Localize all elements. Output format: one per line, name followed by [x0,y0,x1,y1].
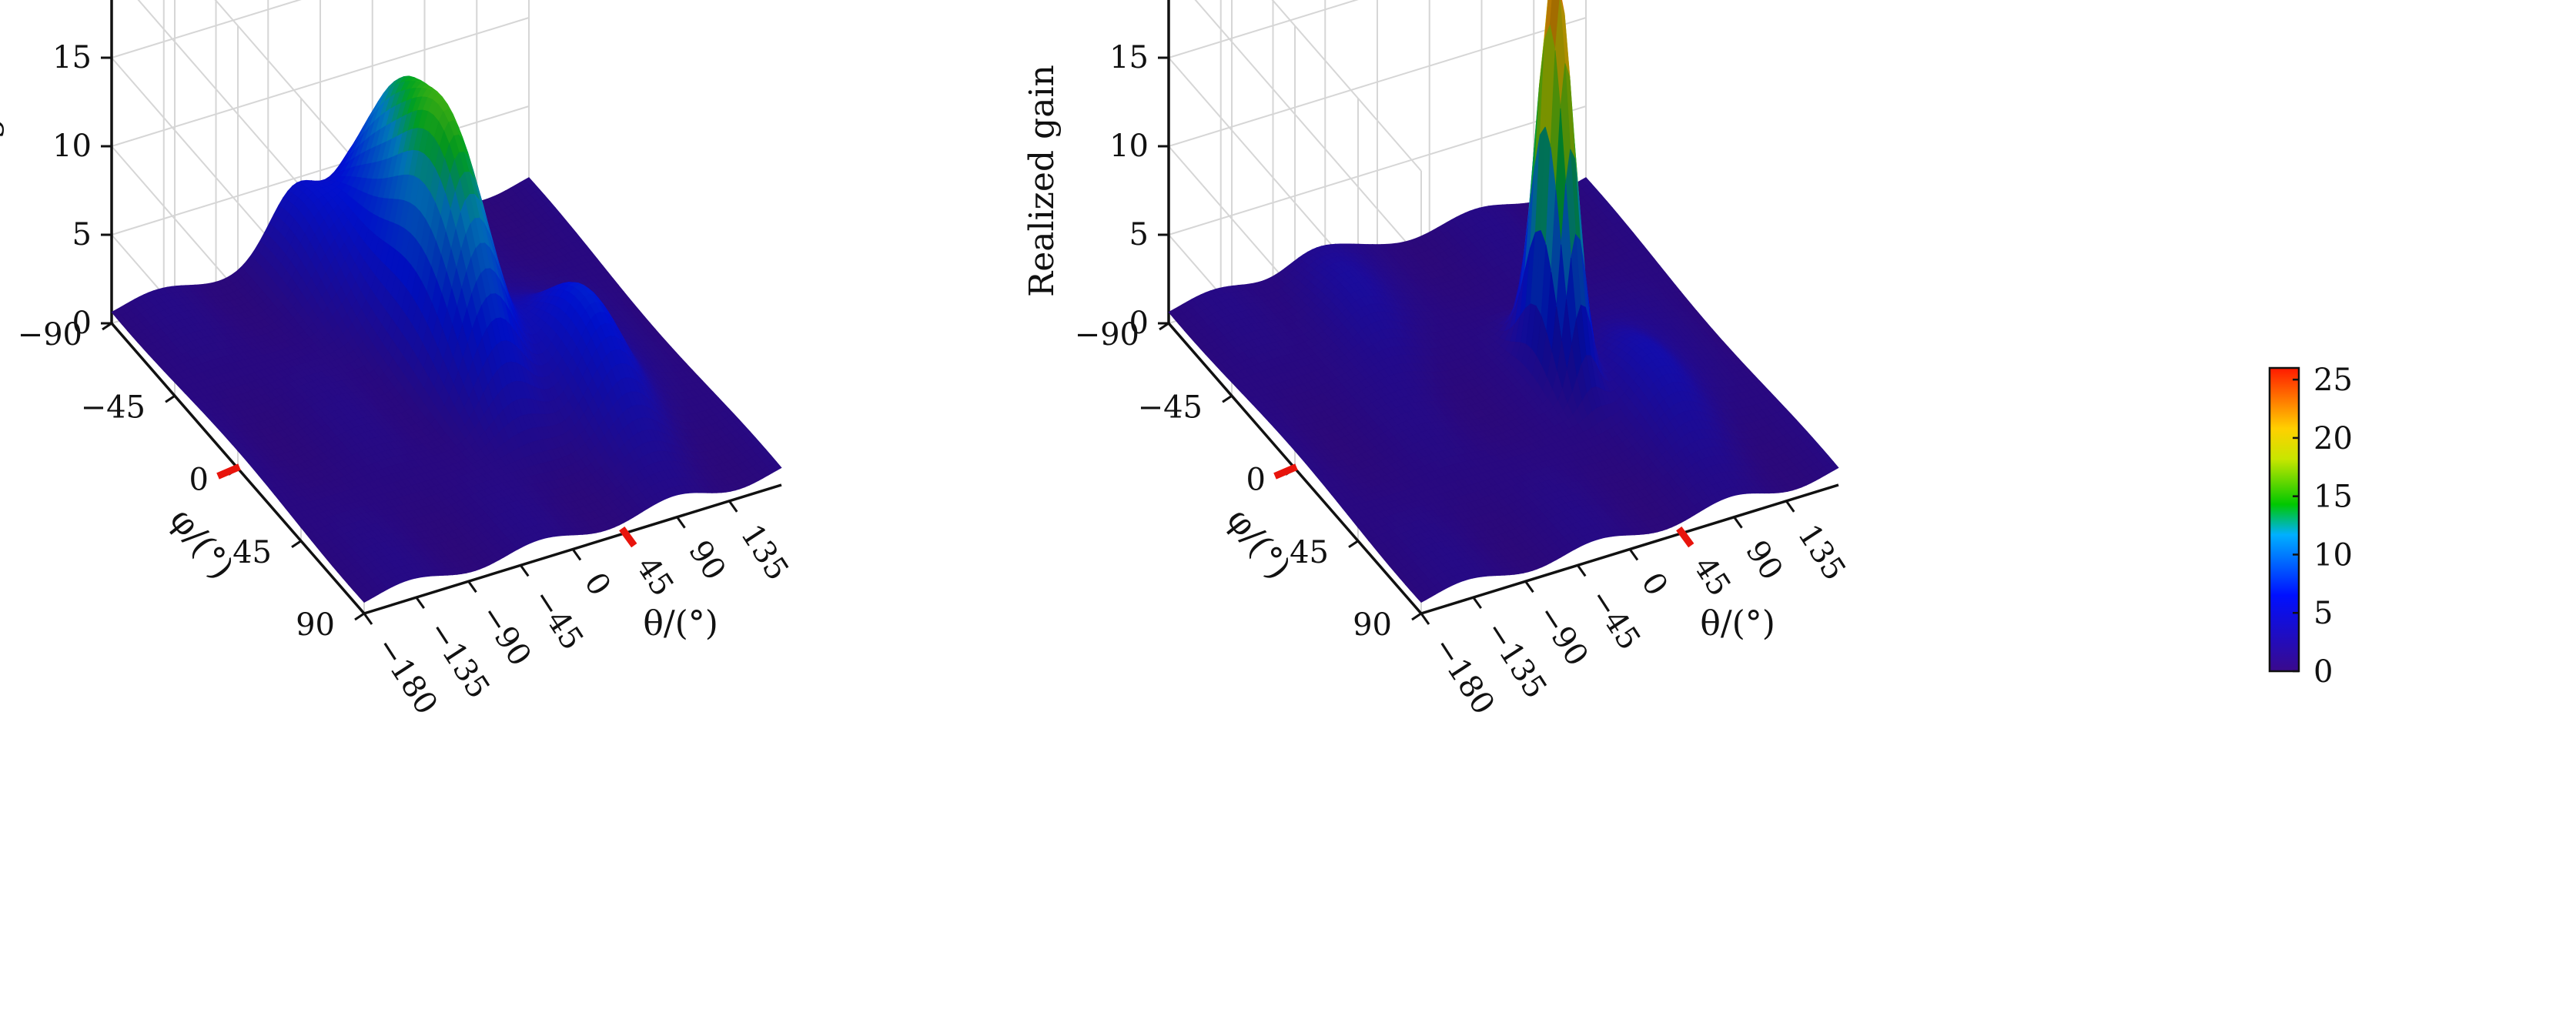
phi-tick-mark [165,395,176,403]
theta-tick-mark [1733,516,1743,529]
theta-tick-mark [1420,613,1430,625]
theta-tick-label: 0 [577,567,617,602]
theta-tick-label: −90 [1530,599,1595,673]
z-axis-title: Realized gain [0,65,5,297]
z-tick-label: 10 [1109,129,1149,164]
phi-tick-label: 45 [1290,535,1329,570]
theta-tick-mark [728,500,738,513]
z-tick-label: 15 [52,40,92,75]
phi-tick-label: −90 [1075,317,1139,353]
theta-tick-label: 45 [629,550,680,603]
theta-axis-title: θ/(°) [1700,604,1775,644]
phi-tick-label: 90 [1353,607,1392,643]
phi-axis-title: φ/(°) [1219,501,1298,587]
z-tick-label: 10 [52,129,92,164]
phi-tick-label: 0 [1246,463,1266,498]
z-tick-label: 15 [1109,40,1149,75]
phi-tick-label: −45 [1138,389,1203,425]
surface [111,75,782,603]
theta-tick-mark [520,564,530,577]
phi-tick-mark [291,540,302,548]
phi-tick-mark [1222,395,1233,403]
phi-tick-mark [102,322,112,331]
surface [1168,0,1839,603]
phi-marker [216,463,241,480]
phi-tick-mark [1348,540,1359,548]
surface-plot-b: 0510152025Realized gain−90−4504590φ/(°)−… [1022,0,1852,721]
phi-tick-label: −90 [18,317,82,353]
z-tick-label: 0 [72,306,92,341]
grid-line [111,17,530,147]
grid-line [214,0,365,172]
z-tick-label: 5 [72,217,92,252]
surface-plot-a: 0510152025Realized gain−90−4504590φ/(°)−… [0,0,795,721]
z-axis-title: Realized gain [1022,65,1062,297]
theta-tick-mark [1577,564,1587,577]
phi-axis-title: φ/(°) [162,501,241,587]
z-tick-label: 5 [1129,217,1149,252]
theta-tick-label: −45 [525,583,590,657]
theta-tick-label: 90 [681,534,732,587]
theta-tick-label: 90 [1738,534,1789,587]
phi-tick-label: 0 [189,463,209,498]
phi-tick-mark [354,612,365,621]
theta-tick-mark [1472,597,1482,609]
theta-tick-mark [676,516,686,529]
theta-tick-label: 135 [1791,518,1852,587]
phi-tick-mark [1411,612,1422,621]
theta-tick-mark [363,613,373,625]
theta-tick-label: 0 [1634,567,1674,602]
grid-line [111,0,302,59]
phi-tick-label: 90 [296,607,335,643]
phi-tick-label: 45 [233,535,272,570]
theta-tick-label: −45 [1582,583,1648,657]
theta-tick-label: 135 [734,518,795,587]
grid-line [111,105,530,236]
theta-tick-mark [1628,548,1639,561]
theta-tick-label: −90 [473,599,538,673]
theta-tick-mark [467,580,477,593]
theta-tick-mark [571,548,582,561]
theta-tick-mark [415,597,425,609]
theta-tick-label: 45 [1686,550,1737,603]
theta-tick-mark [1785,500,1795,513]
theta-axis-title: θ/(°) [643,604,718,644]
phi-tick-label: −45 [81,389,146,425]
theta-tick-mark [1524,580,1534,593]
